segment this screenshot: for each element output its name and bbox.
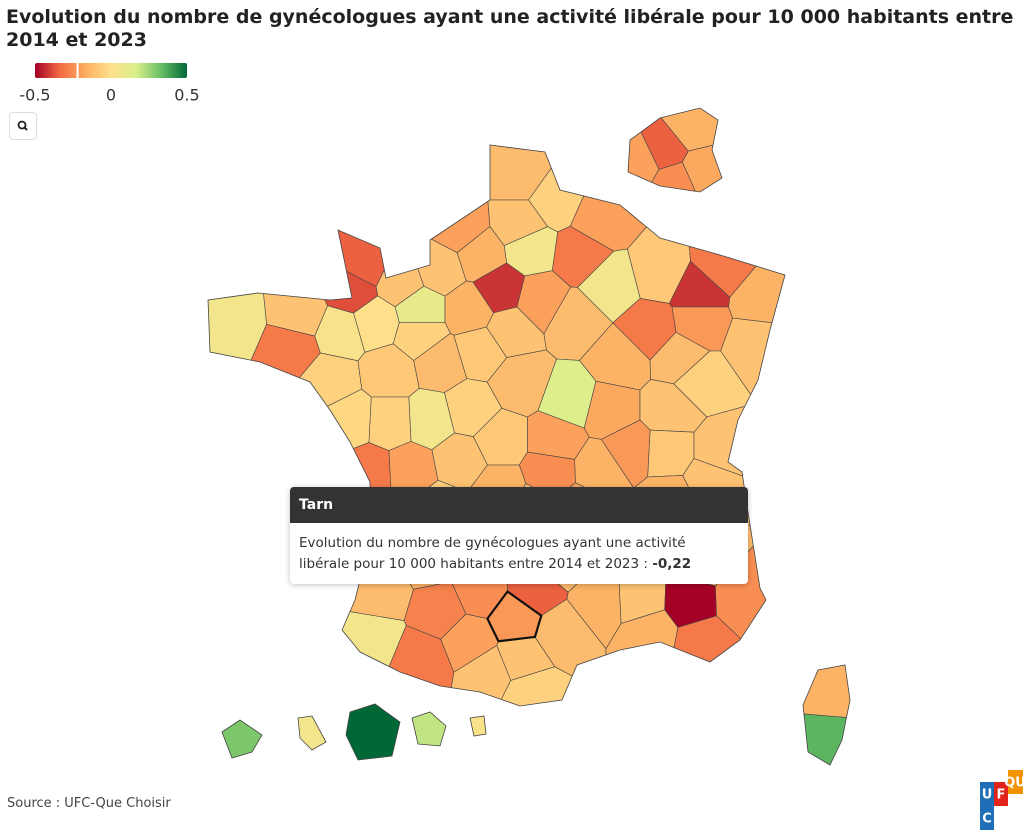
region-outline	[469, 715, 487, 737]
department	[433, 666, 665, 706]
department	[715, 483, 785, 706]
department	[605, 609, 679, 706]
logo-block	[980, 806, 994, 830]
logo-block	[994, 782, 1008, 806]
department	[425, 645, 512, 706]
zoom-button[interactable]	[9, 112, 37, 140]
department	[332, 145, 491, 254]
colorbar-tick-label: -0.5	[19, 86, 50, 105]
logo-letter: U	[982, 788, 993, 803]
region-outline	[297, 715, 327, 751]
colorbar-tick-label: 0	[106, 86, 116, 105]
department	[628, 108, 722, 152]
colorbar-tick-label: 0.5	[174, 86, 199, 105]
department	[685, 145, 785, 298]
logo-letter: F	[997, 788, 1006, 803]
department	[208, 569, 407, 706]
department	[682, 108, 722, 192]
tooltip-body: Evolution du nombre de gynécologues ayan…	[290, 523, 748, 584]
department	[649, 331, 711, 385]
department	[528, 145, 671, 233]
zoom-icon	[17, 120, 28, 131]
colorbar	[35, 63, 187, 78]
region-outline	[411, 711, 447, 747]
tooltip-value: -0,22	[652, 556, 692, 572]
region-outline	[207, 144, 786, 707]
region-outline	[802, 664, 851, 766]
department	[314, 145, 672, 201]
selected-department	[486, 589, 543, 643]
tooltip-text: Evolution du nombre de gynécologues ayan…	[299, 535, 686, 572]
tooltip-title: Tarn	[290, 487, 748, 523]
region-outline	[345, 703, 401, 761]
map-title: Evolution du nombre de gynécologues ayan…	[6, 6, 1014, 51]
department	[628, 161, 722, 192]
region-outline	[221, 719, 263, 759]
department	[368, 396, 412, 451]
source: Source : UFC-Que Choisir	[7, 796, 171, 811]
department	[728, 145, 785, 353]
logo-block	[1008, 770, 1023, 794]
tooltip: Tarn Evolution du nombre de gynécologues…	[290, 487, 748, 584]
logo-letter: QU	[1004, 776, 1023, 791]
logo-block	[980, 782, 994, 806]
region-outline	[627, 107, 723, 193]
logo-letter: C	[982, 812, 992, 827]
department	[720, 317, 785, 486]
department	[648, 615, 785, 706]
